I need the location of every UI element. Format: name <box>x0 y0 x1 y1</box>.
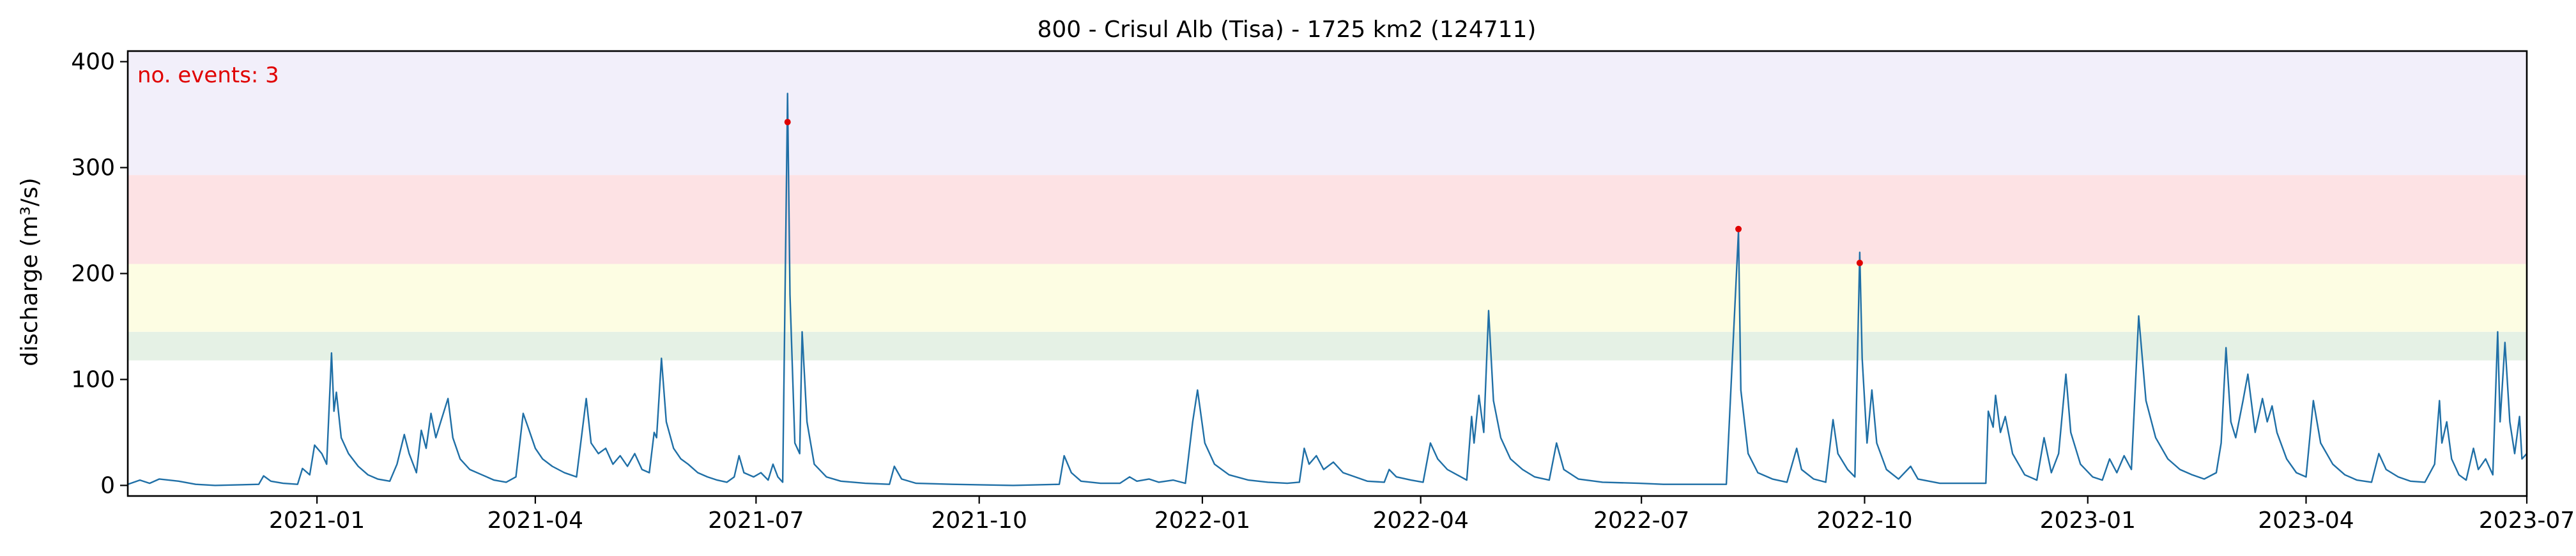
y-axis-label: discharge (m³/s) <box>17 177 43 366</box>
x-tick-label: 2023-01 <box>2040 507 2136 534</box>
x-tick-label: 2021-01 <box>269 507 365 534</box>
y-tick-label: 0 <box>100 472 115 499</box>
event-count-annotation: no. events: 3 <box>137 63 279 88</box>
event-marker-3 <box>1856 259 1863 266</box>
threshold-band-3 <box>128 175 2527 264</box>
x-tick-label: 2022-07 <box>1593 507 1689 534</box>
threshold-bands <box>128 51 2527 361</box>
discharge-series <box>127 93 2527 486</box>
x-tick-label: 2021-07 <box>708 507 804 534</box>
x-tick-label: 2023-07 <box>2479 507 2575 534</box>
x-tick-label: 2021-04 <box>487 507 583 534</box>
x-tick-label: 2023-04 <box>2258 507 2354 534</box>
event-markers <box>784 119 1863 266</box>
threshold-band-2 <box>128 264 2527 332</box>
y-tick-label: 400 <box>71 49 115 75</box>
x-tick-label: 2021-10 <box>931 507 1027 534</box>
y-tick-label: 100 <box>71 366 115 393</box>
y-tick-label: 300 <box>71 155 115 181</box>
chart-title: 800 - Crisul Alb (Tisa) - 1725 km2 (1247… <box>1038 17 1537 43</box>
x-axis-ticks: 2021-01 2021-04 2021-07 2021-10 2022-01 2022-… <box>269 496 2575 534</box>
threshold-band-4 <box>128 51 2527 176</box>
event-marker-2 <box>1735 225 1742 232</box>
y-tick-label: 200 <box>71 261 115 287</box>
threshold-band-1 <box>128 331 2527 361</box>
x-tick-label: 2022-01 <box>1154 507 1250 534</box>
x-tick-label: 2022-04 <box>1372 507 1468 534</box>
series-line-1 <box>127 93 2527 486</box>
event-marker-1 <box>784 119 791 126</box>
y-axis-ticks: 0 100 200 300 400 <box>71 49 128 499</box>
x-tick-label: 2022-10 <box>1816 507 1912 534</box>
